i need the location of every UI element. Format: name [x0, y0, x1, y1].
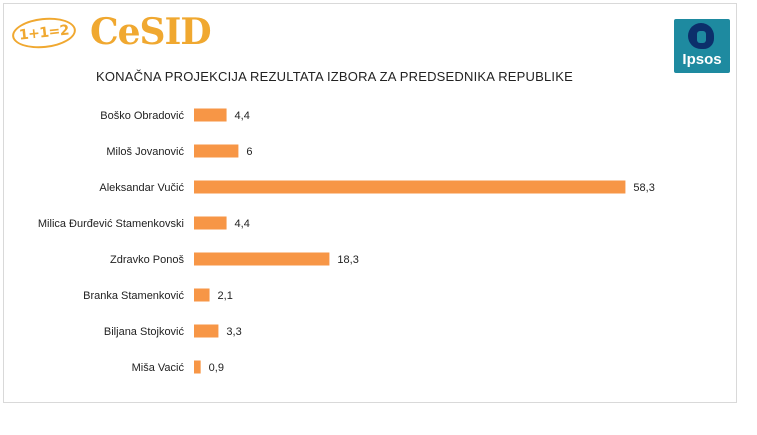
- bar: [194, 324, 219, 338]
- category-label: Branka Stamenković: [83, 290, 184, 302]
- category-label: Milica Đurđević Stamenkovski: [38, 218, 184, 230]
- value-label: 0,9: [209, 362, 224, 374]
- ipsos-logo-label: Ipsos: [682, 51, 722, 68]
- bar: [194, 288, 210, 302]
- category-label: Miloš Jovanović: [106, 146, 184, 158]
- category-label: Miša Vacić: [132, 362, 185, 374]
- bar: [194, 252, 330, 266]
- value-label: 4,4: [235, 110, 250, 122]
- value-label: 18,3: [337, 254, 358, 266]
- value-label: 2,1: [218, 290, 233, 302]
- chart-title: KONAČNA PROJEKCIJA REZULTATA IZBORA ZA P…: [96, 69, 573, 84]
- bar: [194, 216, 227, 230]
- category-label: Biljana Stojković: [104, 326, 185, 338]
- bar: [194, 360, 201, 374]
- bar: [194, 144, 239, 158]
- value-label: 3,3: [226, 326, 241, 338]
- ipsos-logo: Ipsos: [674, 19, 730, 73]
- chart-frame: 1+1=2 CeSID Ipsos KONAČNA PROJEKCIJA REZ…: [3, 3, 737, 403]
- value-label: 58,3: [633, 182, 654, 194]
- cesid-logo: CeSID: [90, 11, 212, 53]
- category-label: Boško Obradović: [100, 110, 184, 122]
- bar: [194, 108, 227, 122]
- ipsos-mark-icon: [688, 23, 714, 49]
- value-label: 6: [246, 146, 252, 158]
- value-label: 4,4: [235, 218, 250, 230]
- category-label: Aleksandar Vučić: [99, 182, 184, 194]
- bar: [194, 180, 626, 194]
- category-label: Zdravko Ponoš: [110, 254, 184, 266]
